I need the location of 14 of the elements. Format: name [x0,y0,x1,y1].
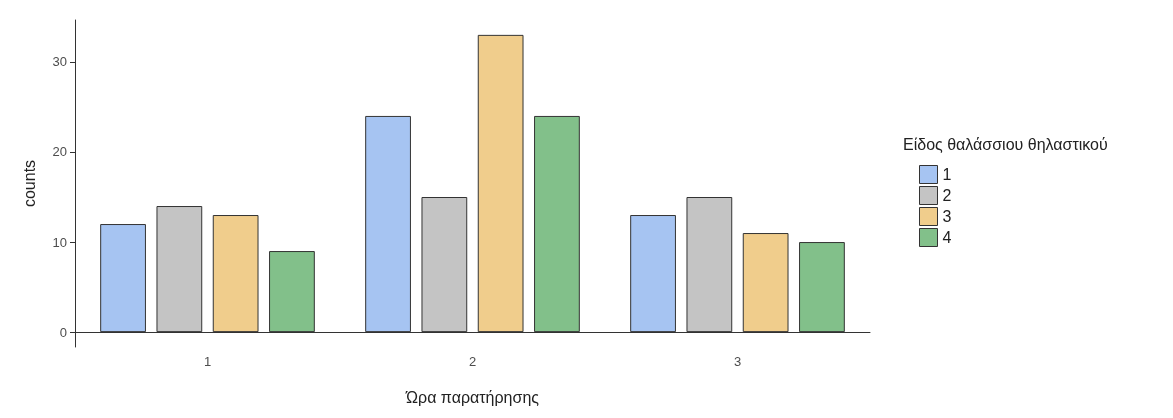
y-tick-label: 30 [52,54,67,70]
y-tick-label: 0 [59,324,67,340]
legend-label: 4 [942,229,952,246]
y-axis-title: counts [20,159,38,208]
legend-label: 2 [942,187,952,204]
y-tick-label: 10 [52,234,67,250]
x-tick-label: 3 [733,354,742,369]
legend-label: 1 [942,166,952,183]
x-tick-label: 1 [203,354,212,369]
legend-title: Είδος θαλάσσιου θηλαστικού [903,135,1108,153]
x-tick-label: 2 [468,354,477,369]
x-axis-title: Ώρα παρατήρησης [405,388,540,406]
legend-label: 3 [942,208,952,225]
y-tick-label: 20 [52,144,67,160]
